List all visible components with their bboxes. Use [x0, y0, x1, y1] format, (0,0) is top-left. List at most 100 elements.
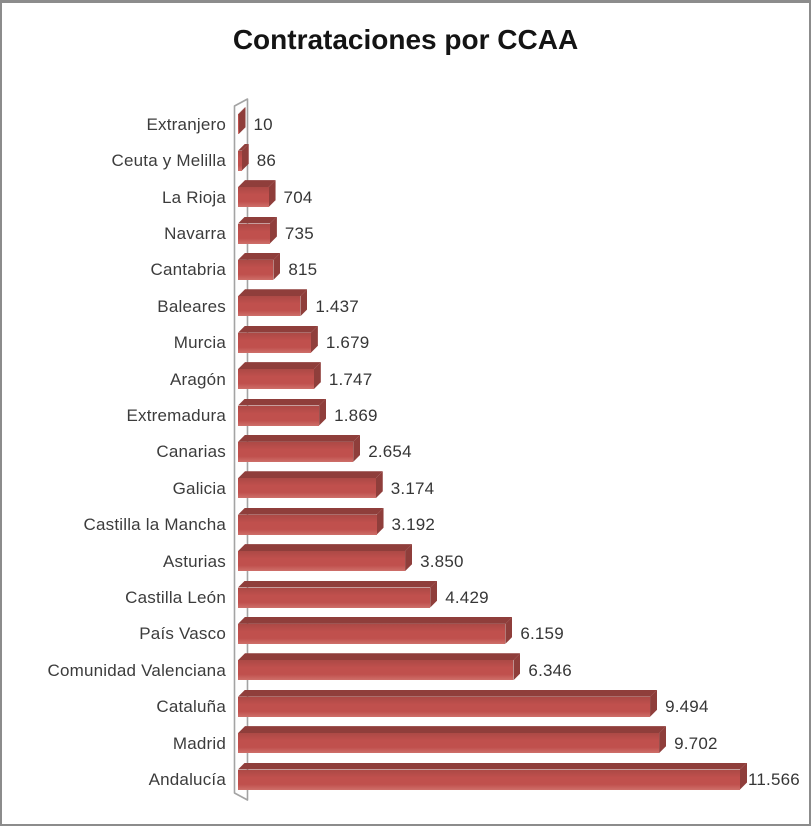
bar-end-face — [430, 581, 437, 608]
bar-end-face — [269, 180, 276, 207]
value-label: 3.850 — [420, 551, 464, 571]
bar-top-face — [238, 289, 307, 296]
bar-top-face — [238, 107, 246, 114]
category-label: Asturias — [162, 551, 226, 571]
bar-face-face — [238, 514, 377, 535]
value-label: 735 — [284, 224, 314, 243]
bar — [238, 726, 666, 754]
bar-face-face — [238, 332, 311, 353]
category-label: Aragón — [169, 369, 226, 389]
bar-face-face — [238, 696, 651, 717]
bar-face-face — [238, 478, 376, 499]
value-label: 9.702 — [674, 733, 718, 753]
bar-top-face — [238, 581, 437, 588]
bar-top-face — [238, 508, 384, 515]
value-label: 9.494 — [665, 697, 709, 717]
value-label: 11.566 — [748, 770, 800, 789]
value-label: 815 — [288, 260, 318, 280]
bar — [238, 399, 326, 426]
bar-top-face — [238, 690, 657, 697]
value-label: 3.192 — [391, 515, 436, 535]
chart-title: Contrataciones por CCAA — [232, 24, 579, 55]
category-label: Galicia — [172, 478, 226, 498]
value-label: 4.429 — [445, 588, 489, 607]
bar-top-face — [238, 217, 277, 224]
value-label: 2.654 — [368, 442, 412, 462]
bar-face-face — [238, 369, 314, 390]
bar — [238, 253, 280, 280]
category-label: Baleares — [157, 296, 226, 316]
bar-face-face — [238, 259, 274, 280]
bar-end-face — [659, 726, 666, 753]
bar-top-face — [238, 326, 318, 333]
bar-end-face — [273, 253, 280, 280]
bar — [238, 107, 246, 135]
bar-end-face — [300, 289, 307, 316]
value-label: 86 — [256, 151, 277, 171]
bar-end-face — [513, 653, 520, 680]
category-label: Madrid — [172, 733, 226, 753]
bar — [238, 435, 360, 462]
bar-face-face — [238, 296, 301, 317]
bar-end-face — [353, 435, 360, 462]
bar-face-face — [238, 587, 431, 608]
bar-end-face — [740, 763, 747, 790]
bar-face-face — [238, 623, 506, 644]
bar-end-face — [377, 508, 384, 535]
bar-face-face — [238, 769, 740, 790]
bar-face-face — [238, 223, 270, 244]
bar-end-face — [270, 217, 277, 244]
value-label: 1.679 — [325, 333, 370, 353]
bar-end-face — [405, 544, 412, 571]
bar-top-face — [238, 435, 360, 442]
bar — [238, 326, 318, 353]
value-label: 1.869 — [334, 406, 378, 425]
bar-top-face — [238, 617, 512, 624]
bar — [238, 653, 520, 681]
value-label: 1.437 — [315, 296, 359, 316]
value-label: 6.346 — [528, 660, 572, 680]
category-label: Castilla la Mancha — [83, 515, 226, 535]
value-label: 3.174 — [390, 478, 435, 498]
bar-top-face — [238, 180, 276, 187]
bar-end-face — [242, 144, 249, 171]
bar-face-face — [238, 405, 320, 426]
value-label: 704 — [283, 187, 313, 207]
bar-end-face — [505, 617, 512, 644]
bar — [238, 763, 747, 790]
bar-end-face — [239, 107, 246, 134]
bar — [238, 544, 412, 572]
category-label: Extremadura — [126, 406, 226, 425]
bar — [238, 471, 383, 499]
bar — [238, 144, 249, 171]
bar-end-face — [650, 690, 657, 717]
value-label: 1.747 — [328, 369, 373, 389]
bar-end-face — [376, 471, 383, 498]
bar-top-face — [238, 362, 321, 369]
bar — [238, 508, 384, 535]
category-label: Cantabria — [150, 260, 226, 280]
bar-top-face — [238, 471, 383, 478]
category-label: Castilla León — [125, 588, 226, 607]
bar-face-face — [238, 114, 239, 135]
bar-top-face — [238, 653, 520, 660]
category-label: Murcia — [173, 333, 226, 353]
bar-end-face — [311, 326, 318, 353]
bar-face-face — [238, 733, 660, 754]
category-label: Extranjero — [146, 114, 226, 134]
bar — [238, 690, 657, 717]
bar — [238, 362, 321, 390]
category-label: Andalucía — [148, 770, 226, 789]
bar — [238, 289, 307, 317]
bar-face-face — [238, 660, 514, 681]
category-label: La Rioja — [162, 187, 226, 207]
category-label: Cataluña — [156, 697, 226, 717]
bar-top-face — [238, 399, 326, 406]
category-label: Canarias — [156, 442, 226, 462]
category-label: Comunidad Valenciana — [47, 660, 226, 680]
bar-face-face — [238, 551, 406, 572]
category-label: Ceuta y Melilla — [111, 151, 226, 171]
bar — [238, 180, 276, 208]
bar-face-face — [238, 187, 269, 208]
